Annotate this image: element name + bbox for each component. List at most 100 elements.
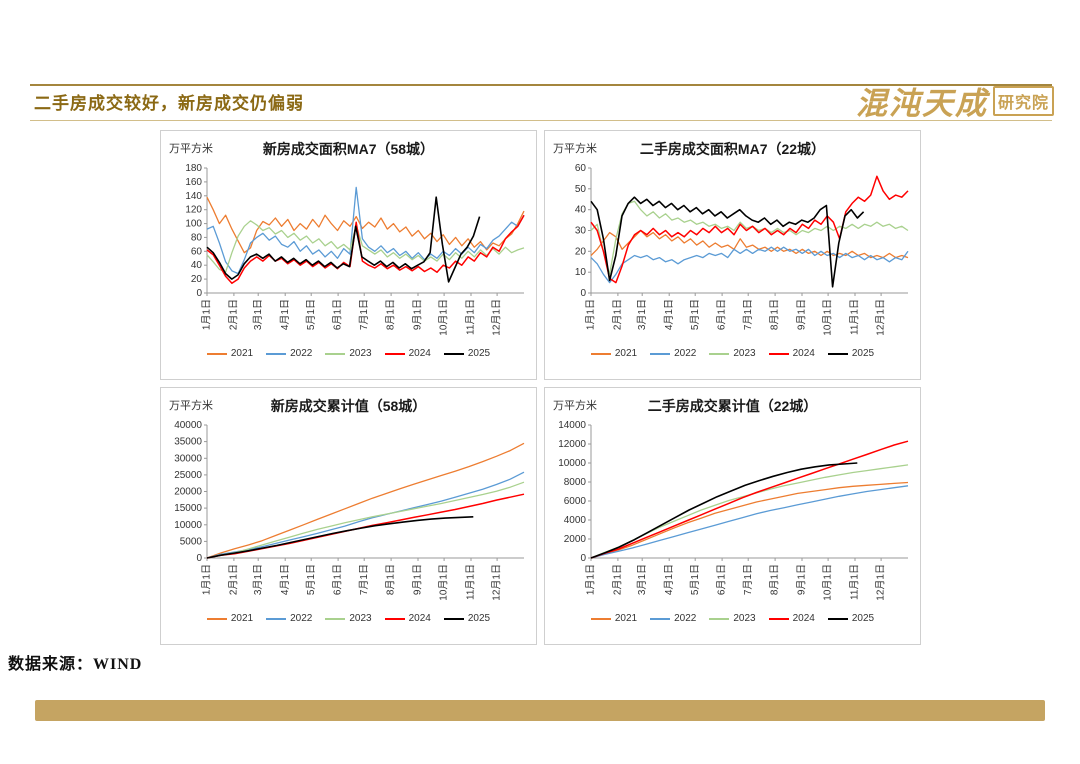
svg-text:2月1日: 2月1日 (612, 299, 624, 330)
chart-legend: 2021 2022 2023 2024 2025 (590, 345, 875, 365)
svg-text:5月1日: 5月1日 (689, 299, 701, 330)
svg-text:0: 0 (196, 553, 202, 564)
svg-text:5000: 5000 (180, 536, 203, 547)
legend-swatch (384, 352, 405, 355)
page-title: 二手房成交较好，新房成交仍偏弱 (34, 94, 304, 113)
svg-text:7月1日: 7月1日 (358, 299, 370, 330)
y-axis-unit-label: 万平方米 (553, 400, 597, 412)
svg-text:80: 80 (191, 232, 203, 243)
svg-text:5月1日: 5月1日 (305, 564, 317, 595)
svg-text:7月1日: 7月1日 (742, 299, 754, 330)
svg-text:3月1日: 3月1日 (252, 299, 264, 330)
series-line-2021 (206, 196, 525, 254)
svg-text:4月1日: 4月1日 (279, 564, 291, 595)
legend-label: 2024 (792, 613, 815, 624)
chart-panel-new-home-cumulative: 万平方米 新房成交累计值（58城） 0 5000 10000 15000 20000 25… (160, 387, 537, 645)
series-line-2025 (590, 196, 865, 288)
svg-text:3月1日: 3月1日 (252, 564, 264, 595)
svg-text:2月1日: 2月1日 (612, 564, 624, 595)
legend-label: 2025 (851, 348, 875, 359)
chart-title: 二手房成交面积MA7（22城） (639, 141, 826, 157)
series-line-2024 (590, 440, 909, 559)
series-line-2025 (206, 196, 481, 283)
svg-text:30000: 30000 (174, 453, 202, 464)
chart-title: 二手房成交累计值（22城） (647, 398, 818, 414)
legend-label: 2022 (290, 348, 313, 359)
svg-text:20: 20 (575, 246, 587, 257)
legend-swatch (590, 617, 611, 620)
svg-text:9月1日: 9月1日 (796, 564, 808, 595)
company-logo: 混沌天成 研究院 (856, 78, 1054, 123)
legend-item-2023: 2023 (325, 613, 372, 624)
line-plot: 0 20 40 60 80 100 120 140 160 180 1月1日 2月1日 3月1日 4月1日… (185, 163, 525, 336)
svg-text:30: 30 (575, 226, 587, 237)
legend-swatch (443, 352, 464, 355)
legend-item-2023: 2023 (709, 348, 756, 359)
legend-item-2025: 2025 (443, 348, 490, 359)
svg-text:0: 0 (580, 288, 586, 299)
chart-legend: 2021 2022 2023 2024 2025 (206, 345, 490, 365)
svg-text:10月1日: 10月1日 (438, 564, 450, 601)
header-rule-bottom (30, 120, 1052, 121)
svg-text:20: 20 (191, 274, 203, 285)
legend-item-2024: 2024 (768, 348, 815, 359)
series-line-2025 (590, 462, 858, 559)
svg-text:5月1日: 5月1日 (305, 299, 317, 330)
line-plot: 0 10 20 30 40 50 60 1月1日 2月1日 3月1日 4月1日 5月1日 6月1日 7月1… (575, 163, 909, 336)
chart-title: 新房成交累计值（58城） (270, 398, 427, 414)
legend-item-2021: 2021 (206, 613, 254, 624)
svg-text:10000: 10000 (558, 458, 586, 469)
legend-label: 2021 (230, 348, 254, 359)
legend-item-2023: 2023 (325, 348, 372, 359)
svg-text:12月1日: 12月1日 (875, 564, 887, 601)
svg-text:5月1日: 5月1日 (689, 564, 701, 595)
legend-swatch (827, 352, 848, 355)
svg-text:3月1日: 3月1日 (636, 299, 648, 330)
legend-swatch (768, 352, 789, 355)
legend-label: 2025 (851, 613, 875, 624)
logo-institute-badge: 研究院 (992, 85, 1054, 116)
svg-text:12月1日: 12月1日 (875, 299, 887, 336)
header-rule-top (30, 84, 1052, 86)
svg-text:14000: 14000 (558, 420, 586, 431)
svg-text:20000: 20000 (174, 487, 202, 498)
legend-label: 2024 (792, 348, 815, 359)
svg-text:4月1日: 4月1日 (663, 299, 675, 330)
svg-text:4000: 4000 (564, 515, 587, 526)
svg-text:6000: 6000 (564, 496, 587, 507)
series-line-2022 (590, 485, 909, 559)
legend-item-2025: 2025 (443, 613, 491, 624)
y-axis-unit-label: 万平方米 (553, 143, 597, 155)
y-axis-unit-label: 万平方米 (169, 400, 213, 412)
svg-text:2月1日: 2月1日 (228, 299, 240, 330)
legend-swatch (443, 617, 464, 620)
legend-label: 2023 (733, 613, 756, 624)
series-line-2025 (206, 516, 474, 559)
chart-title: 新房成交面积MA7（58城） (262, 141, 435, 157)
svg-text:60: 60 (575, 163, 587, 174)
svg-text:50: 50 (575, 184, 587, 195)
legend-label: 2022 (674, 613, 697, 624)
legend-item-2022: 2022 (650, 613, 696, 624)
svg-text:140: 140 (185, 191, 202, 202)
svg-text:7月1日: 7月1日 (742, 564, 754, 595)
svg-text:2000: 2000 (564, 534, 587, 545)
svg-text:8月1日: 8月1日 (769, 564, 781, 595)
svg-text:9月1日: 9月1日 (412, 299, 424, 330)
svg-text:160: 160 (185, 177, 202, 188)
svg-text:9月1日: 9月1日 (412, 564, 424, 595)
chart-panel-secondhand-cumulative: 万平方米 二手房成交累计值（22城） 0 2000 4000 6000 8000 1000… (544, 387, 921, 645)
legend-swatch (709, 352, 730, 355)
svg-text:11月1日: 11月1日 (849, 299, 861, 335)
legend-label: 2021 (230, 613, 254, 624)
data-source-note: 数据来源：WIND (8, 656, 143, 673)
line-plot: 0 5000 10000 15000 20000 25000 30000 35000 40000… (174, 420, 525, 601)
legend-label: 2021 (614, 348, 638, 359)
logo-calligraphy-text: 混沌天成 (855, 86, 988, 121)
svg-text:9月1日: 9月1日 (796, 299, 808, 330)
svg-text:8月1日: 8月1日 (385, 299, 397, 330)
legend-label: 2025 (467, 613, 491, 624)
series-line-2024 (590, 175, 909, 284)
svg-text:8月1日: 8月1日 (385, 564, 397, 595)
